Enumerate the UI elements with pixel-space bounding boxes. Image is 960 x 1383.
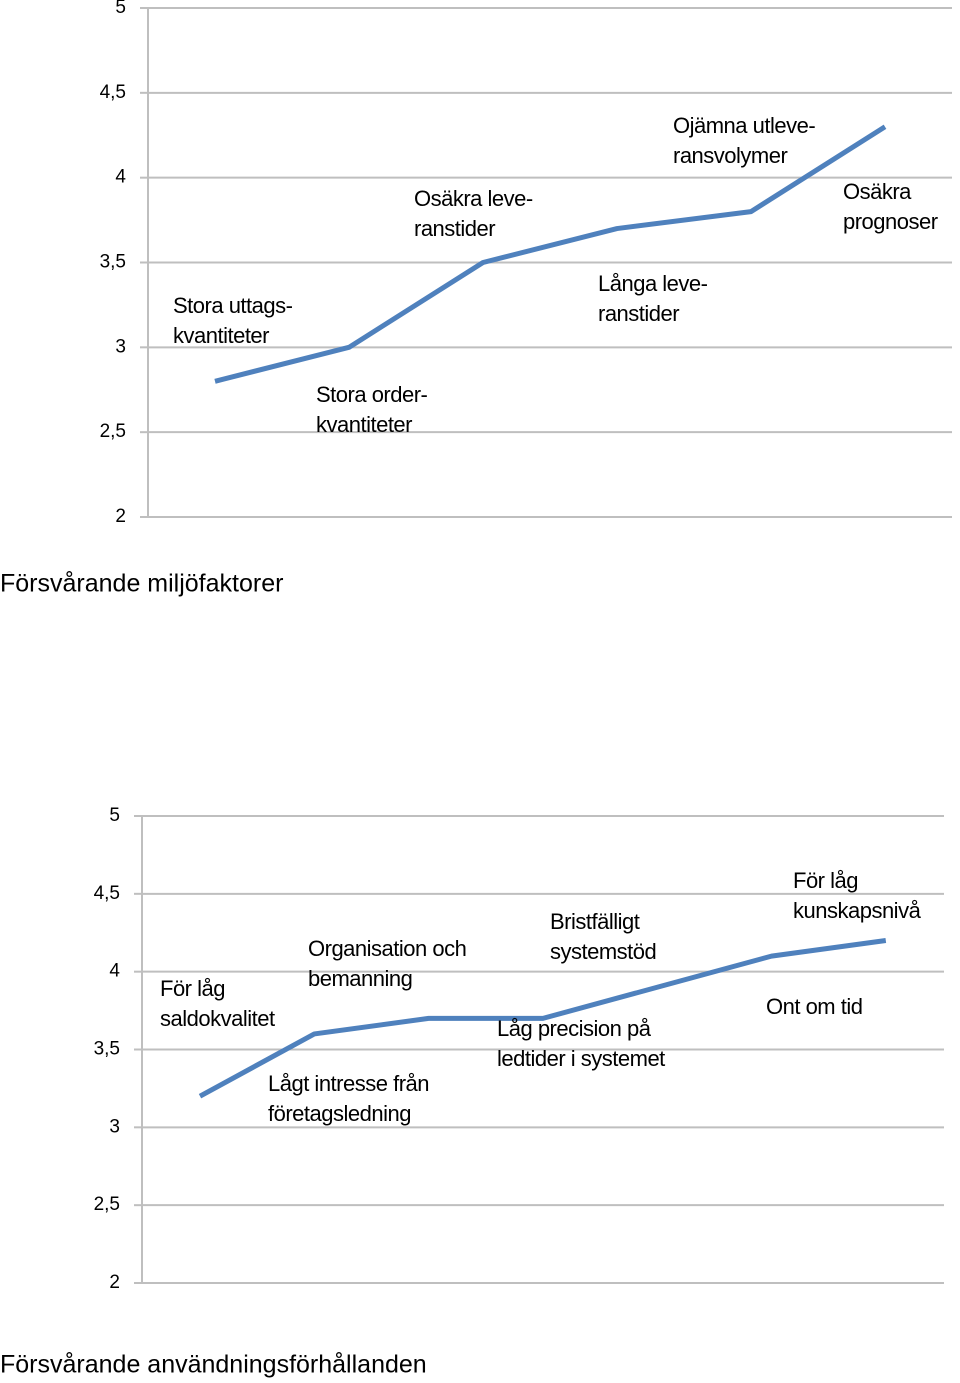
y-tick-label: 3,5 — [94, 1039, 120, 1060]
point-label: prognoser — [843, 209, 938, 234]
y-tick-label: 4,5 — [100, 82, 126, 103]
point-label: För låg — [160, 976, 225, 1001]
point-label: kvantiteter — [316, 412, 412, 437]
y-tick-label: 3 — [109, 1116, 120, 1137]
point-label: systemstöd — [550, 939, 656, 964]
line — [214, 124, 887, 384]
point-label: Osäkra leve- — [414, 186, 533, 211]
y-tick-label: 2 — [115, 506, 126, 527]
point-label: Långa leve- — [598, 271, 708, 296]
point-label: Organisation och — [308, 936, 466, 961]
y-tick-label: 4 — [115, 167, 126, 188]
point-label: Stora order- — [316, 382, 428, 407]
point-label: ranstider — [414, 216, 495, 241]
point-label: kunskapsnivå — [793, 898, 922, 923]
chart-title: Försvårande användningsförhållanden — [0, 1351, 427, 1379]
point-label: ransvolymer — [673, 143, 787, 168]
y-tick-label: 3 — [115, 336, 126, 357]
point-label: Låg precision på — [497, 1016, 652, 1041]
y-tick-label: 2,5 — [94, 1194, 120, 1215]
y-tick-label: 4 — [109, 961, 120, 982]
y-tick-label: 5 — [115, 0, 126, 18]
y-tick-label: 2,5 — [100, 421, 126, 442]
point-label: Bristfälligt — [550, 909, 640, 934]
point-label: För låg — [793, 868, 858, 893]
point-label: Lågt intresse från — [268, 1071, 429, 1096]
point-label: Osäkra — [843, 179, 912, 204]
y-tick-label: 5 — [109, 805, 120, 826]
point-label: bemanning — [308, 966, 412, 991]
point-label: Ont om tid — [766, 994, 862, 1019]
point-label: Ojämna utleve- — [673, 113, 815, 138]
y-tick-label: 4,5 — [94, 883, 120, 904]
point-label: företagsledning — [268, 1101, 411, 1126]
y-tick-label: 3,5 — [100, 252, 126, 273]
line — [198, 938, 887, 1099]
point-label: saldokvalitet — [160, 1006, 275, 1031]
point-label: ranstider — [598, 301, 679, 326]
point-label: kvantiteter — [173, 323, 269, 348]
chart-title: Försvårande miljöfaktorer — [0, 570, 283, 598]
point-label: Stora uttags- — [173, 293, 293, 318]
y-tick-label: 2 — [109, 1272, 120, 1293]
point-label: ledtider i systemet — [497, 1046, 665, 1071]
